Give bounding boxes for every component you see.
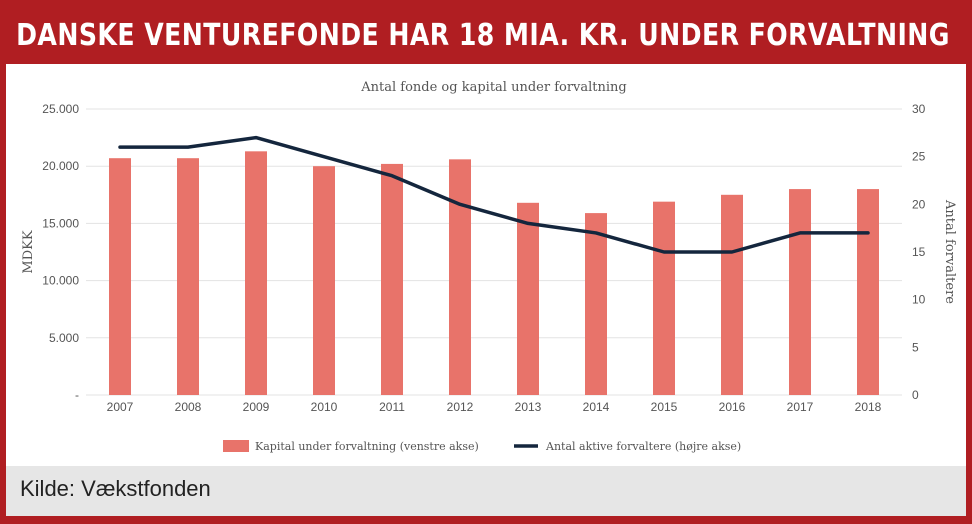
x-tick-label: 2017 [787, 400, 814, 414]
y2-tick-label: 10 [912, 293, 926, 307]
x-tick-label: 2016 [719, 400, 746, 414]
bar [789, 189, 811, 395]
y-axis-title: MDKK [21, 230, 36, 273]
x-tick-label: 2013 [515, 400, 542, 414]
x-tick-label: 2008 [175, 400, 202, 414]
source-text: Kilde: Vækstfonden [20, 476, 211, 501]
bar [857, 189, 879, 395]
bar [653, 201, 675, 395]
x-tick-label: 2018 [855, 400, 882, 414]
legend-label-bar: Kapital under forvaltning (venstre akse) [255, 440, 479, 453]
x-tick-label: 2011 [379, 400, 405, 414]
y-tick-label: - [75, 388, 79, 402]
y2-tick-label: 5 [912, 340, 919, 354]
y-tick-label: 10.000 [42, 274, 79, 288]
bar [109, 158, 131, 395]
bar [721, 194, 743, 395]
chart-panel: Antal fonde og kapital under forvaltning… [6, 64, 966, 516]
bar [381, 163, 403, 395]
y2-tick-label: 0 [912, 388, 919, 402]
legend-label-line: Antal aktive forvaltere (højre akse) [545, 440, 741, 453]
bar [585, 213, 607, 395]
bar [313, 166, 335, 395]
bar [449, 159, 471, 395]
y-tick-label: 25.000 [42, 102, 79, 116]
x-tick-label: 2012 [447, 400, 474, 414]
y2-tick-label: 15 [912, 245, 926, 259]
y2-tick-label: 25 [912, 150, 926, 164]
x-tick-label: 2007 [107, 400, 134, 414]
x-tick-label: 2014 [583, 400, 610, 414]
y2-axis-title: Antal forvaltere [942, 199, 957, 304]
x-tick-label: 2015 [651, 400, 678, 414]
y-tick-label: 15.000 [42, 216, 79, 230]
headline: DANSKE VENTUREFONDE HAR 18 MIA. KR. UNDE… [16, 18, 950, 53]
y-tick-label: 5.000 [49, 331, 79, 345]
chart-title: Antal fonde og kapital under forvaltning [360, 80, 627, 95]
bar [177, 158, 199, 395]
y2-tick-label: 30 [912, 102, 926, 116]
x-tick-label: 2010 [311, 400, 338, 414]
footer: Kilde: Vækstfonden [6, 466, 966, 516]
bar [245, 151, 267, 395]
line-series [118, 135, 870, 254]
y2-tick-label: 20 [912, 197, 926, 211]
legend-swatch-bar [223, 440, 249, 452]
chart-svg: Antal fonde og kapital under forvaltning… [21, 80, 957, 453]
x-tick-label: 2009 [243, 400, 270, 414]
bar [517, 202, 539, 395]
y-tick-label: 20.000 [42, 159, 79, 173]
